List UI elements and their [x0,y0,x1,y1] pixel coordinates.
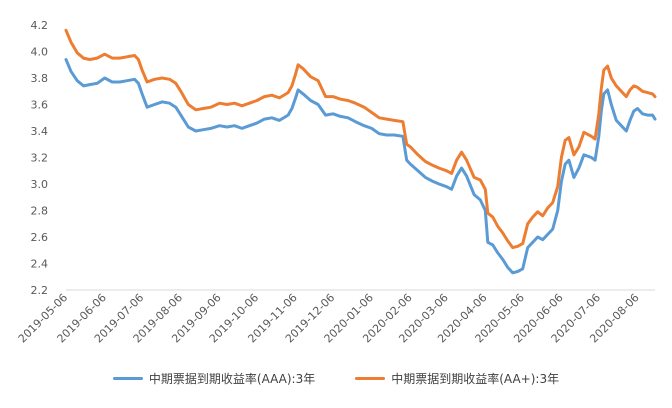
legend-label-aa-plus: 中期票据到期收益率(AA+):3年 [391,371,560,386]
series-line-aa-plus [64,28,657,250]
legend-label-aaa: 中期票据到期收益率(AAA):3年 [148,371,316,386]
y-tick-label: 3.8 [31,72,49,85]
y-tick-label: 3.4 [31,125,49,138]
y-tick-label: 3.0 [31,178,49,191]
legend-swatch-aaa [112,376,143,380]
y-tick-label: 4.0 [31,46,49,59]
y-tick-label: 2.6 [31,231,49,244]
legend-swatch-aa-plus [355,376,386,380]
y-tick-label: 4.2 [31,19,49,32]
series-line-aaa [64,58,657,275]
y-tick-label: 3.6 [31,99,49,112]
legend: 中期票据到期收益率(AAA):3年 中期票据到期收益率(AA+):3年 [0,367,672,389]
chart-plot: 2.2 2.4 2.6 2.8 3.0 3.2 3.4 3.6 3.8 4.0 4.2 2019-0… [16,19,657,345]
y-tick-label: 3.2 [31,152,49,165]
x-axis: 2019-05-062019-06-062019-07-062019-08-06… [16,289,655,345]
y-axis: 2.2 2.4 2.6 2.8 3.0 3.2 3.4 3.6 3.8 4.0 4.2 [31,19,49,297]
series-layer [64,28,657,275]
legend-item-aaa: 中期票据到期收益率(AAA):3年 [112,370,316,387]
y-tick-label: 2.8 [31,205,49,218]
legend-item-aa-plus: 中期票据到期收益率(AA+):3年 [355,370,559,387]
y-tick-label: 2.2 [31,284,49,297]
y-tick-label: 2.4 [31,258,49,271]
